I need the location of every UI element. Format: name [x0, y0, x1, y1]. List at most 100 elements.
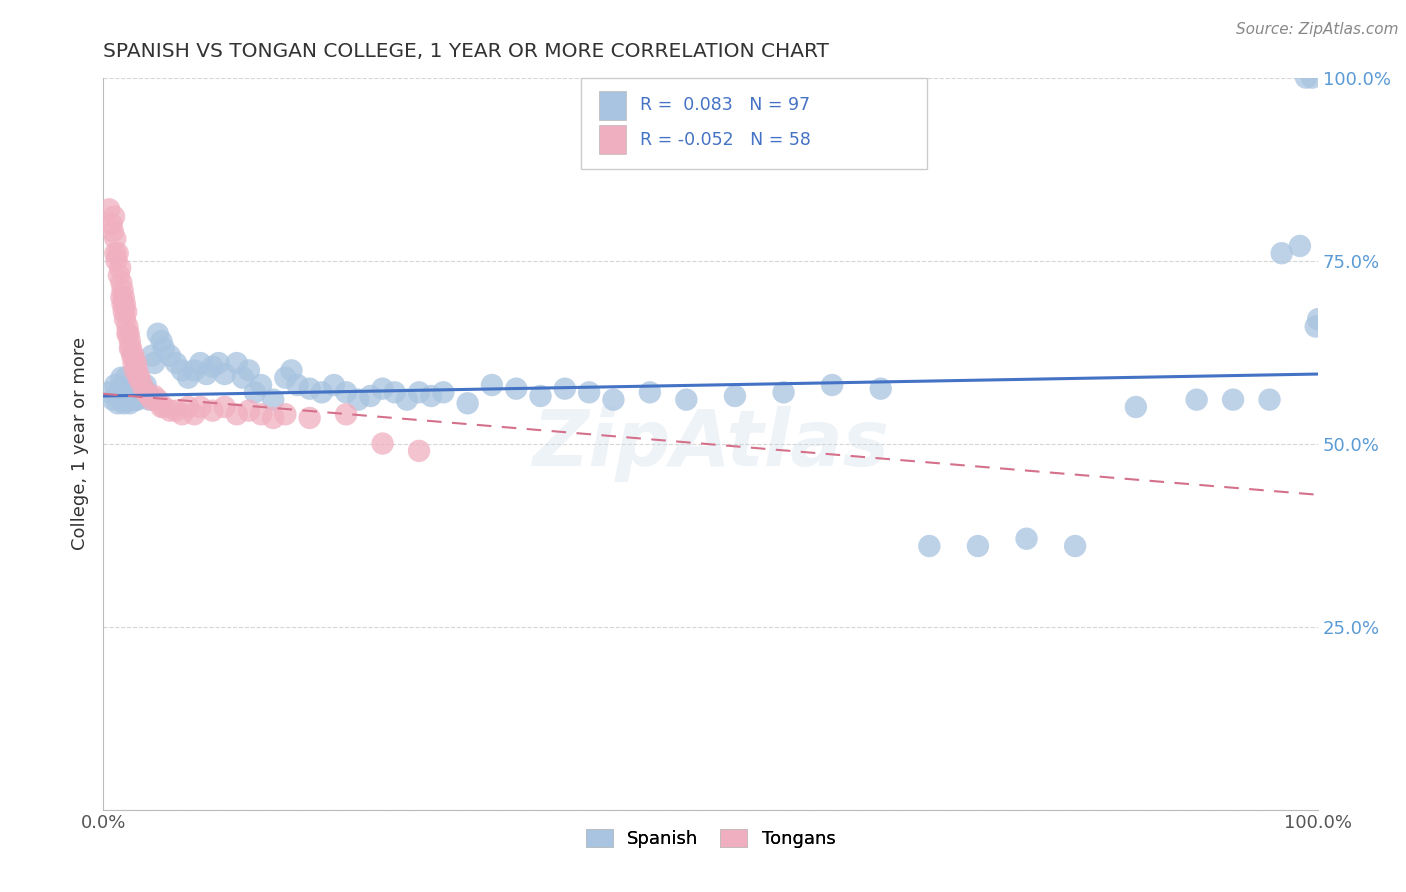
Point [117, 326, 139, 341]
Point [121, 349, 143, 363]
Point [165, 403, 187, 417]
FancyBboxPatch shape [599, 91, 626, 120]
Point [554, 382, 576, 396]
FancyBboxPatch shape [581, 78, 927, 169]
Point [111, 297, 134, 311]
Point [128, 382, 150, 396]
Point [143, 356, 166, 370]
Point [127, 378, 149, 392]
Point [159, 349, 181, 363]
Point [183, 407, 205, 421]
Point [188, 400, 211, 414]
Point [1185, 392, 1208, 407]
Point [335, 407, 357, 421]
Point [104, 246, 127, 260]
Point [105, 253, 128, 268]
Point [432, 385, 454, 400]
Point [238, 403, 260, 417]
Point [117, 392, 139, 407]
Point [1064, 539, 1087, 553]
Point [207, 356, 229, 370]
Point [335, 385, 357, 400]
Point [250, 407, 273, 421]
Point [1308, 312, 1330, 326]
Point [108, 260, 131, 275]
Point [602, 392, 624, 407]
Point [115, 305, 138, 319]
Point [201, 403, 224, 417]
Point [117, 392, 139, 407]
Point [1301, 70, 1323, 85]
Point [1305, 319, 1327, 334]
Point [287, 378, 309, 392]
Point [214, 400, 236, 414]
Point [128, 370, 150, 384]
Point [108, 268, 131, 283]
Point [112, 396, 135, 410]
Point [724, 389, 747, 403]
Point [118, 396, 141, 410]
Point [141, 349, 163, 363]
Legend: Spanish, Tongans: Spanish, Tongans [578, 822, 842, 855]
Point [201, 359, 224, 374]
Point [298, 382, 321, 396]
Point [131, 389, 153, 403]
Point [408, 443, 430, 458]
Point [120, 392, 142, 407]
Point [110, 290, 132, 304]
Point [124, 363, 146, 377]
Point [159, 403, 181, 417]
Point [117, 326, 139, 341]
Point [1271, 246, 1294, 260]
Point [967, 539, 990, 553]
Point [98, 202, 121, 217]
Point [311, 385, 333, 400]
Point [100, 217, 122, 231]
Point [821, 378, 844, 392]
Point [505, 382, 527, 396]
Point [225, 356, 247, 370]
Point [298, 411, 321, 425]
Point [638, 385, 661, 400]
Point [772, 385, 794, 400]
Point [127, 363, 149, 377]
Point [578, 385, 600, 400]
Point [274, 407, 297, 421]
Text: SPANISH VS TONGAN COLLEGE, 1 YEAR OR MORE CORRELATION CHART: SPANISH VS TONGAN COLLEGE, 1 YEAR OR MOR… [103, 42, 830, 61]
Point [120, 342, 142, 356]
Point [103, 210, 125, 224]
Point [172, 407, 194, 421]
Point [1289, 239, 1312, 253]
Point [153, 342, 176, 356]
Point [280, 363, 302, 377]
Point [122, 349, 145, 363]
Point [125, 356, 148, 370]
Point [121, 385, 143, 400]
Point [111, 385, 134, 400]
Point [869, 382, 891, 396]
Point [143, 389, 166, 403]
Text: ZipAtlas: ZipAtlas [531, 406, 889, 482]
Point [195, 367, 218, 381]
Point [408, 385, 430, 400]
Point [114, 312, 136, 326]
Point [918, 539, 941, 553]
Point [104, 232, 127, 246]
Point [115, 370, 138, 384]
Text: Source: ZipAtlas.com: Source: ZipAtlas.com [1236, 22, 1399, 37]
Point [141, 392, 163, 407]
Point [238, 363, 260, 377]
Point [104, 378, 127, 392]
Point [117, 319, 139, 334]
Point [188, 356, 211, 370]
Point [262, 392, 284, 407]
Point [135, 378, 157, 392]
Point [110, 392, 132, 407]
Point [135, 385, 157, 400]
Point [118, 385, 141, 400]
Point [165, 356, 187, 370]
Point [347, 392, 370, 407]
Point [124, 385, 146, 400]
Point [122, 378, 145, 392]
Point [127, 392, 149, 407]
